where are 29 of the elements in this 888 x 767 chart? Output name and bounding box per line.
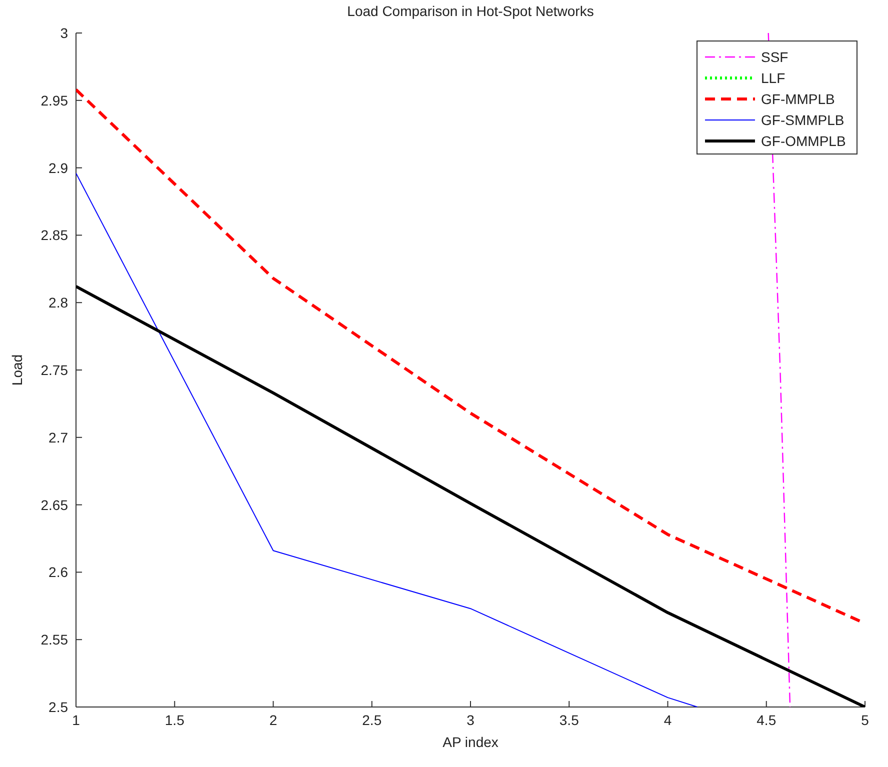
x-tick-label: 3: [466, 712, 475, 728]
x-tick-label: 4: [664, 712, 672, 728]
legend-label: LLF: [761, 70, 786, 86]
y-tick-label: 2.55: [40, 632, 68, 648]
legend-label: GF-SMMPLB: [761, 112, 844, 128]
y-tick-label: 2.65: [40, 496, 68, 513]
legend-label: SSF: [761, 49, 788, 65]
x-tick-label: 2.5: [362, 712, 382, 728]
y-tick-label: 3: [60, 25, 68, 41]
x-tick-label: 1.5: [164, 712, 185, 728]
x-axis-title: AP index: [442, 734, 498, 750]
legend-label: GF-MMPLB: [761, 91, 835, 107]
line-series: [76, 172, 698, 707]
y-axis-title: Load: [9, 354, 25, 386]
x-tick-label: 5: [861, 712, 870, 728]
x-tick-label: 3.5: [559, 712, 580, 728]
legend-label: GF-OMMPLB: [761, 133, 846, 149]
x-tick-label: 2: [269, 712, 278, 728]
y-tick-label: 2.5: [48, 699, 68, 715]
y-tick-label: 2.7: [48, 429, 68, 446]
y-tick-label: 2.75: [40, 362, 68, 378]
x-tick-label: 4.5: [756, 712, 776, 728]
chart-title: Load Comparison in Hot-Spot Networks: [347, 3, 594, 19]
y-tick-label: 2.9: [48, 160, 68, 176]
y-tick-label: 2.95: [40, 92, 68, 108]
y-tick-label: 2.8: [48, 294, 68, 311]
y-tick-label: 2.85: [40, 227, 68, 244]
x-tick-label: 1: [72, 712, 80, 728]
y-tick-label: 2.6: [48, 564, 68, 580]
